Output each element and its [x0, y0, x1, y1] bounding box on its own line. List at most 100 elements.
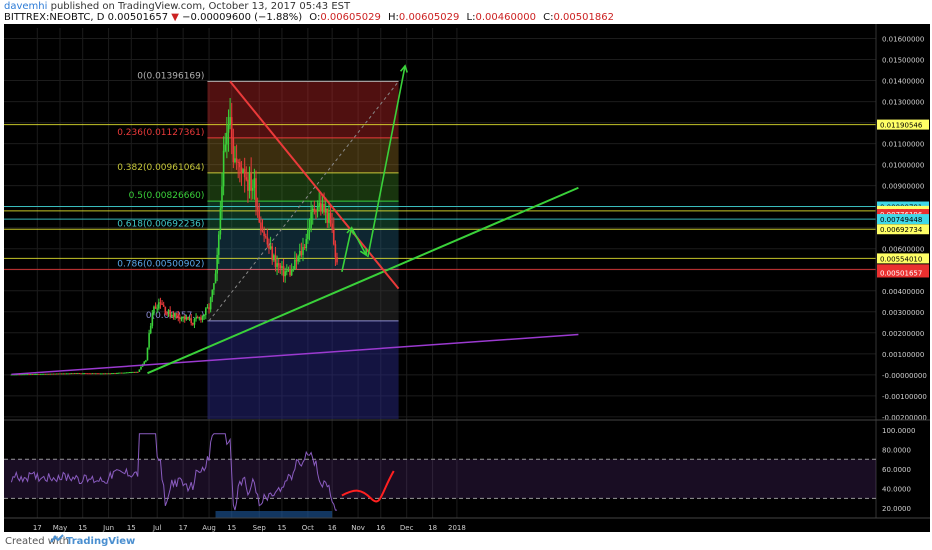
candle-body — [138, 369, 141, 372]
chart-canvas[interactable]: 0(0.01396169) 0.236(0.01127361) 0.382(0.00… — [4, 24, 930, 532]
candle-body — [75, 373, 77, 375]
x-tick-label: 15 — [227, 524, 236, 532]
candle-body — [192, 323, 194, 325]
x-tick-label: May — [53, 524, 67, 532]
candle-body — [224, 144, 227, 151]
candle-body — [106, 373, 108, 375]
candle-body — [130, 372, 133, 374]
chart-area[interactable]: 0(0.01396169) 0.236(0.01127361) 0.382(0.00… — [4, 24, 930, 532]
x-tick-label: Dec — [400, 524, 414, 532]
candle-body — [136, 371, 139, 373]
fib-level-label: 0.382(0.00961064) — [117, 163, 204, 173]
candle-body — [190, 318, 193, 324]
symbol-label: BITTREX:NEOBTC, D — [4, 12, 105, 23]
candle-body — [77, 373, 79, 375]
candle-body — [214, 273, 217, 284]
candle-body — [124, 372, 126, 374]
candle-body — [49, 373, 52, 375]
candle-body — [251, 187, 254, 191]
candle-body — [298, 251, 301, 257]
candle-body — [185, 316, 188, 320]
candle-body — [226, 132, 228, 145]
candle-body — [30, 374, 32, 376]
candle-body — [169, 310, 171, 317]
fib-level-label: 0.236(0.01127361) — [117, 128, 204, 138]
candle-body — [162, 304, 165, 307]
fib-band — [207, 201, 399, 230]
candle-body — [26, 374, 29, 376]
y-tick-label: 0.01500000 — [882, 57, 924, 65]
tradingview-logo-icon — [50, 534, 64, 549]
candle-body — [264, 236, 267, 238]
candle-body — [274, 255, 277, 267]
candle-body — [276, 263, 278, 267]
candle-body — [28, 374, 31, 376]
candle-body — [101, 373, 103, 375]
candle-body — [247, 179, 249, 191]
candle-body — [213, 283, 215, 290]
fib-band — [207, 320, 399, 419]
tradingview-brand[interactable]: TradingView — [66, 536, 136, 547]
y-tick-label: 0.01000000 — [882, 162, 924, 170]
y-tick-label: 0.00900000 — [882, 183, 924, 191]
price-label-box — [877, 224, 929, 235]
candle-body — [324, 208, 327, 213]
candle-body — [43, 373, 45, 375]
candle-body — [245, 177, 248, 180]
candle-body — [111, 373, 113, 375]
candle-body — [320, 202, 322, 212]
candle-body — [164, 306, 167, 314]
candle-body — [23, 374, 26, 376]
candle-body — [94, 373, 97, 375]
projection-arrow-up-2 — [367, 65, 406, 258]
x-tick-label: 2018 — [448, 524, 466, 532]
candle-body — [20, 374, 22, 376]
chart-background — [4, 24, 930, 532]
candle-body — [21, 374, 24, 376]
candle-body — [140, 366, 142, 370]
candle-body — [266, 237, 269, 245]
candle-body — [146, 347, 149, 361]
rsi-tick-label: 20.0000 — [882, 505, 911, 513]
candle-body — [328, 212, 330, 223]
footer: Created with TradingView — [0, 532, 932, 550]
candle-body — [229, 117, 231, 125]
candle-body — [174, 313, 176, 318]
candle-body — [281, 266, 283, 269]
candle-body — [209, 297, 212, 310]
candle-body — [145, 360, 147, 362]
candle-body — [234, 158, 236, 163]
candle-body — [180, 317, 183, 320]
candle-body — [286, 270, 288, 272]
candle-body — [153, 306, 155, 314]
candle-body — [57, 373, 60, 375]
candle-body — [261, 230, 264, 232]
candle-body — [156, 308, 158, 310]
candle-body — [208, 307, 210, 310]
candle-body — [318, 202, 320, 207]
candle-body — [271, 246, 274, 261]
candle-body — [200, 317, 202, 320]
candle-body — [235, 158, 238, 162]
candle-body — [135, 371, 137, 373]
fib-level-label: 0.618(0.00692236) — [117, 219, 204, 229]
candle-body — [73, 373, 76, 375]
candle-body — [148, 333, 150, 348]
y-tick-label: -0.00100000 — [882, 393, 927, 401]
candle-body — [177, 314, 180, 318]
projection-arrow-up-2-head — [399, 64, 408, 73]
candle-body — [41, 373, 43, 375]
candle-body — [187, 316, 189, 320]
candle-body — [287, 269, 290, 271]
candle-body — [68, 373, 71, 375]
candles — [10, 97, 338, 376]
candle-body — [15, 374, 18, 376]
price-label-box — [877, 267, 929, 278]
candle-body — [203, 315, 205, 317]
projection-arrow-down-head — [359, 248, 368, 257]
candle-body — [292, 269, 295, 271]
author-link[interactable]: davemhi — [4, 1, 48, 12]
candle-body — [232, 137, 235, 163]
candle-body — [307, 228, 309, 240]
y-tick-label: -0.00200000 — [882, 414, 927, 422]
